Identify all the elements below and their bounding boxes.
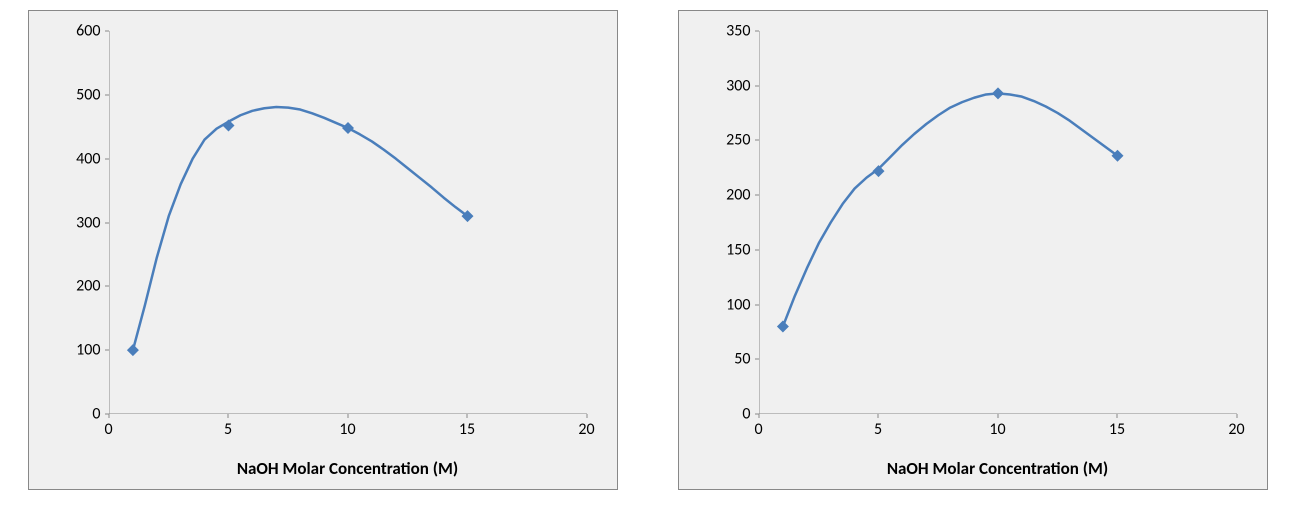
series-line <box>132 107 467 350</box>
chart-pair: Si Concentration(mg/L) NaOH Molar Concen… <box>0 0 1295 508</box>
right-chart-panel: Al Concentration(mg/L) NaOH Molar Concen… <box>678 10 1268 490</box>
left-plot-area <box>109 31 587 414</box>
xtick-label: 15 <box>459 420 475 439</box>
xtick-label: 5 <box>874 420 882 439</box>
ytick-label: 0 <box>29 405 101 424</box>
ytick-label: 250 <box>679 131 751 150</box>
xtick-mark <box>228 414 229 418</box>
ytick-mark <box>755 359 759 360</box>
ytick-label: 150 <box>679 240 751 259</box>
xtick-mark <box>1236 414 1237 418</box>
xtick-label: 0 <box>104 420 112 439</box>
xtick-label: 15 <box>1109 420 1125 439</box>
ytick-label: 100 <box>679 295 751 314</box>
chart-svg <box>759 31 1237 414</box>
ytick-label: 100 <box>29 341 101 360</box>
data-marker <box>222 119 234 131</box>
ytick-label: 300 <box>679 76 751 95</box>
data-marker <box>126 344 138 356</box>
ytick-label: 200 <box>679 186 751 205</box>
ytick-mark <box>105 350 109 351</box>
xtick-label: 10 <box>339 420 355 439</box>
chart-svg <box>109 31 587 414</box>
xtick-mark <box>1117 414 1118 418</box>
ytick-mark <box>105 94 109 95</box>
right-plot-area <box>759 31 1237 414</box>
ytick-label: 200 <box>29 277 101 296</box>
ytick-mark <box>755 195 759 196</box>
xtick-label: 20 <box>1228 420 1244 439</box>
ytick-mark <box>755 304 759 305</box>
xtick-mark <box>347 414 348 418</box>
ytick-mark <box>755 140 759 141</box>
data-marker <box>872 165 884 177</box>
right-xlabel: NaOH Molar Concentration (M) <box>759 458 1237 479</box>
xtick-mark <box>108 414 109 418</box>
xtick-mark <box>758 414 759 418</box>
data-marker <box>342 122 354 134</box>
xtick-mark <box>467 414 468 418</box>
xtick-label: 5 <box>224 420 232 439</box>
xtick-mark <box>586 414 587 418</box>
xtick-label: 0 <box>754 420 762 439</box>
ytick-mark <box>755 31 759 32</box>
ytick-label: 400 <box>29 149 101 168</box>
series-line <box>782 93 1117 326</box>
xtick-mark <box>878 414 879 418</box>
ytick-label: 0 <box>679 405 751 424</box>
ytick-mark <box>105 222 109 223</box>
ytick-label: 500 <box>29 85 101 104</box>
ytick-mark <box>105 286 109 287</box>
left-chart-panel: Si Concentration(mg/L) NaOH Molar Concen… <box>28 10 618 490</box>
ytick-mark <box>105 31 109 32</box>
left-xlabel: NaOH Molar Concentration (M) <box>109 458 587 479</box>
data-marker <box>776 320 788 332</box>
ytick-mark <box>755 249 759 250</box>
ytick-label: 300 <box>29 213 101 232</box>
ytick-mark <box>105 158 109 159</box>
ytick-mark <box>755 85 759 86</box>
ytick-label: 600 <box>29 22 101 41</box>
ytick-label: 50 <box>679 350 751 369</box>
ytick-label: 350 <box>679 22 751 41</box>
data-marker <box>992 87 1004 99</box>
xtick-mark <box>997 414 998 418</box>
xtick-label: 10 <box>989 420 1005 439</box>
xtick-label: 20 <box>578 420 594 439</box>
